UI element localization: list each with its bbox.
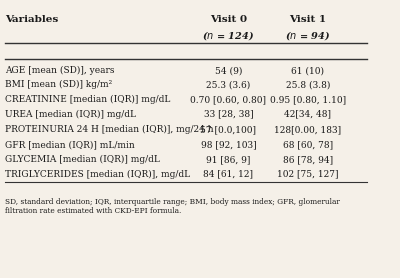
Text: 61 (10): 61 (10) [291,66,324,75]
Text: ($n$ = 94): ($n$ = 94) [285,29,330,42]
Text: 128[0.00, 183]: 128[0.00, 183] [274,125,342,134]
Text: 68 [60, 78]: 68 [60, 78] [283,140,333,149]
Text: ($n$ = 124): ($n$ = 124) [202,29,254,42]
Text: 102 [75, 127]: 102 [75, 127] [277,170,339,179]
Text: CREATININE [median (IQR)] mg/dL: CREATININE [median (IQR)] mg/dL [5,95,170,104]
Text: Variables: Variables [5,15,58,24]
Text: Visit 0: Visit 0 [210,15,247,24]
Text: 86 [78, 94]: 86 [78, 94] [283,155,333,164]
Text: AGE [mean (SD)], years: AGE [mean (SD)], years [5,66,114,75]
Text: 42[34, 48]: 42[34, 48] [284,110,331,119]
Text: 0.70 [0.60, 0.80]: 0.70 [0.60, 0.80] [190,95,266,104]
Text: 54 (9): 54 (9) [215,66,242,75]
Text: GLYCEMIA [median (IQR)] mg/dL: GLYCEMIA [median (IQR)] mg/dL [5,155,160,164]
Text: Visit 1: Visit 1 [289,15,326,24]
Text: 98 [92, 103]: 98 [92, 103] [201,140,256,149]
Text: BMI [mean (SD)] kg/m²: BMI [mean (SD)] kg/m² [5,80,112,89]
Text: UREA [median (IQR)] mg/dL: UREA [median (IQR)] mg/dL [5,110,136,119]
Text: 84 [61, 12]: 84 [61, 12] [204,170,254,179]
Text: 91 [86, 9]: 91 [86, 9] [206,155,251,164]
Text: PROTEINURIA 24 H [median (IQR)], mg/24 h: PROTEINURIA 24 H [median (IQR)], mg/24 h [5,125,214,134]
Text: SD, standard deviation; IQR, interquartile range; BMI, body mass index; GFR, glo: SD, standard deviation; IQR, interquarti… [5,198,340,215]
Text: GFR [median (IQR)] mL/min: GFR [median (IQR)] mL/min [5,140,135,149]
Text: TRIGLYCERIDES [median (IQR)], mg/dL: TRIGLYCERIDES [median (IQR)], mg/dL [5,170,190,179]
Text: 0.95 [0.80, 1.10]: 0.95 [0.80, 1.10] [270,95,346,104]
Text: 33 [28, 38]: 33 [28, 38] [204,110,253,119]
Text: 25.8 (3.8): 25.8 (3.8) [286,80,330,89]
Text: 57 [0.0,100]: 57 [0.0,100] [200,125,256,134]
Text: 25.3 (3.6): 25.3 (3.6) [206,80,251,89]
